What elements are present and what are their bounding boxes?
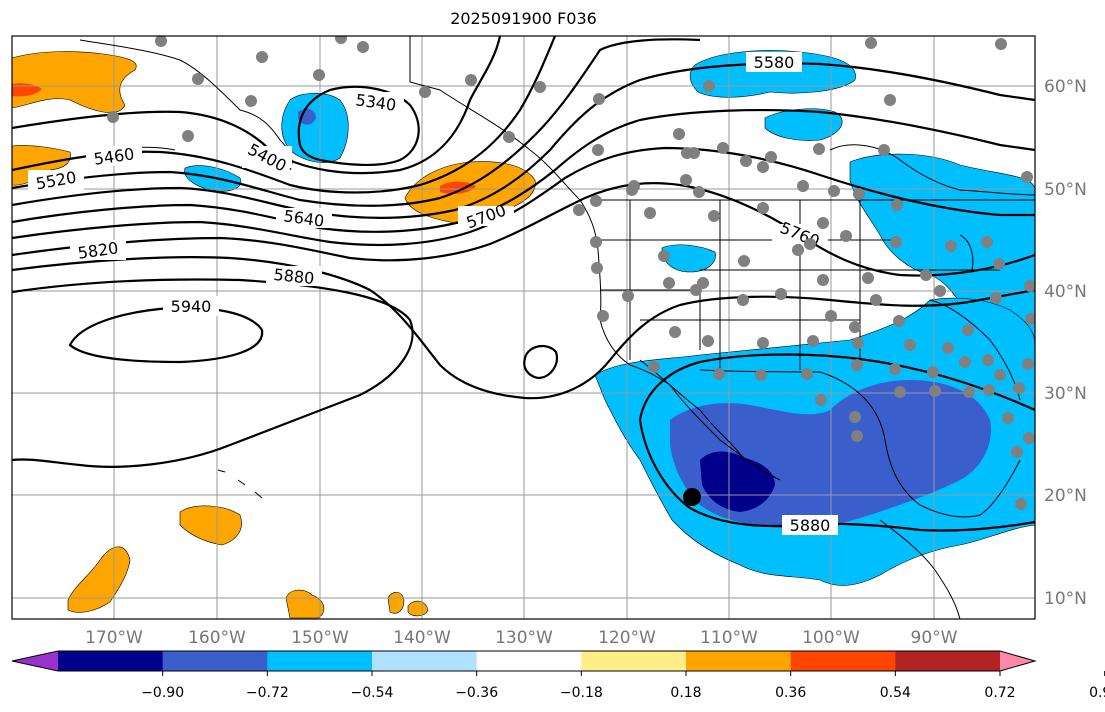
contour-small-ring (523, 344, 558, 380)
colorbar-segment (162, 651, 268, 671)
contour-5520 (12, 38, 701, 207)
lon-label: 120°W (598, 628, 656, 648)
colorbar-tick-label: 0.54 (880, 685, 911, 701)
fill-neg-canada (764, 108, 843, 141)
lon-label: 140°W (393, 628, 451, 648)
contour-5340 (297, 85, 420, 166)
colorbar-segment (686, 651, 792, 671)
contour-5880 (12, 278, 414, 468)
fill-neg-colorado (661, 244, 716, 273)
latitude-labels: 60°N 50°N 40°N 30°N 20°N 10°N (1044, 77, 1087, 609)
colorbar-tick-label: −0.72 (246, 685, 289, 701)
coastlines (79, 36, 1035, 619)
contour-5820 (12, 256, 1035, 400)
fill-pos-gulf-alaska-core (440, 181, 476, 194)
contour-label-5580: 5580 (754, 53, 795, 72)
contour-5760 (12, 182, 1035, 277)
colorbar-extend-min (12, 651, 58, 671)
contour-labels: 5340 5400 5460 5520 5580 5640 5700 5760 … (28, 52, 838, 535)
lat-label: 20°N (1044, 486, 1087, 506)
colorbar-tick-label: 0.18 (670, 685, 701, 701)
longitude-labels: 170°W 160°W 150°W 140°W 130°W 120°W 110°… (85, 628, 958, 648)
contour-label-5880-mexico: 5880 (790, 516, 831, 535)
lat-label: 40°N (1044, 282, 1087, 302)
lat-label: 60°N (1044, 77, 1087, 97)
fill-neg-alaska (281, 92, 349, 163)
fill-neg-mexico-core (700, 451, 775, 512)
colorbar-segment (581, 651, 687, 671)
map-title: 2025091900 F036 (450, 9, 597, 28)
lat-label: 30°N (1044, 384, 1087, 404)
lon-label: 130°W (495, 628, 553, 648)
colorbar-segment (58, 651, 164, 671)
colorbar-tick-label: 0.90 (1089, 685, 1105, 701)
map-frame (11, 35, 1036, 620)
contour-5640 (12, 108, 1035, 233)
fill-pos-aleutian (12, 145, 71, 186)
fill-pos-bering (12, 51, 137, 113)
colorbar-segment (790, 651, 896, 671)
contour-5400 (12, 36, 502, 175)
lon-label: 110°W (700, 628, 758, 648)
focus-station-dot (683, 488, 701, 506)
colorbar-tick-label: −0.54 (351, 685, 394, 701)
colorbar-segment (372, 651, 478, 671)
contour-5940 (68, 306, 264, 364)
lat-label: 50°N (1044, 180, 1087, 200)
colorbar-tick-label: −0.36 (455, 685, 498, 701)
lon-label: 160°W (188, 628, 246, 648)
fill-pos-bering-core (12, 83, 42, 97)
fill-pos-hawaii-1 (179, 505, 242, 546)
colorbar-segment (895, 651, 1001, 671)
lon-label: 100°W (802, 628, 860, 648)
lat-label: 10°N (1044, 589, 1087, 609)
colorbar-extend-max (1000, 651, 1035, 671)
colorbar-segment (476, 651, 582, 671)
colorbar-segment (267, 651, 373, 671)
contour-label-5940: 5940 (171, 297, 212, 316)
colorbar: −0.90 −0.72 −0.54 −0.36 −0.18 0.18 0.36 0.54 0.7… (11, 650, 1105, 701)
height-contours (12, 36, 1035, 532)
lon-label: 170°W (85, 628, 143, 648)
colorbar-tick-label: 0.72 (984, 685, 1015, 701)
lon-label: 90°W (911, 628, 958, 648)
contour-5580 (12, 62, 1035, 219)
lon-label: 150°W (291, 628, 349, 648)
colorbar-tick-label: −0.90 (141, 685, 184, 701)
contour-5700 (12, 146, 1035, 247)
contour-label-5880: 5880 (273, 265, 315, 288)
station-dots (107, 36, 1035, 510)
colorbar-tick-label: 0.36 (775, 685, 806, 701)
colorbar-tick-label: −0.18 (560, 685, 603, 701)
